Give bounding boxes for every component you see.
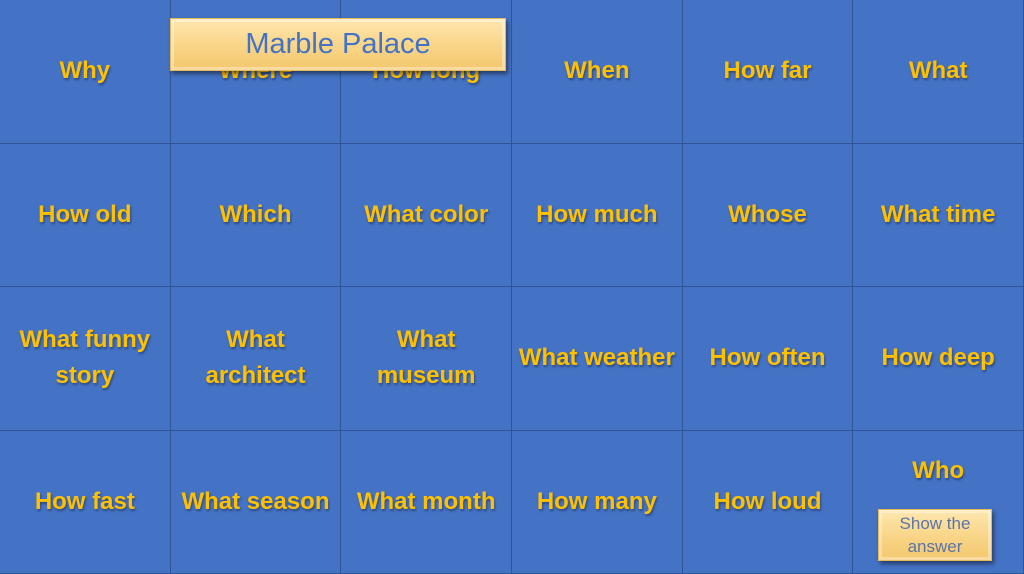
question-label: What architect (205, 326, 306, 390)
question-cell[interactable]: What architect (170, 287, 342, 431)
question-label: What (908, 57, 968, 85)
question-cell[interactable]: How much (512, 143, 683, 287)
question-label: How many (536, 487, 657, 515)
question-label: How far (723, 57, 812, 85)
question-label: Who (912, 456, 965, 484)
show-answer-button[interactable]: Show the answer (878, 509, 992, 561)
question-label: How old (38, 200, 132, 228)
question-label: What funny story (19, 326, 151, 390)
question-cell[interactable]: What season (170, 430, 342, 574)
question-cell[interactable]: How fast (0, 430, 171, 574)
question-cell[interactable]: How loud (682, 430, 854, 574)
question-cell[interactable]: What (853, 0, 1024, 144)
question-cell[interactable]: What funny story (0, 287, 171, 431)
title-banner: Marble Palace (170, 18, 506, 71)
question-cell[interactable]: How old (0, 143, 171, 287)
question-cell[interactable]: How often (682, 287, 854, 431)
question-label: Whose (728, 200, 807, 228)
question-label: How much (536, 200, 658, 228)
question-cell[interactable]: What color (341, 143, 512, 287)
question-cell[interactable]: When (512, 0, 683, 144)
question-cell[interactable]: Why (0, 0, 171, 144)
question-label: How often (709, 344, 826, 372)
question-label: How deep (881, 344, 995, 372)
question-label: When (564, 57, 630, 85)
question-label: How loud (713, 487, 822, 515)
question-cell[interactable]: Which (170, 143, 342, 287)
question-cell[interactable]: Whose (682, 143, 854, 287)
question-cell[interactable]: What time (853, 143, 1024, 287)
question-label: How fast (34, 487, 135, 515)
question-cell[interactable]: What museum (341, 287, 512, 431)
question-label: Why (59, 57, 111, 85)
question-label: What season (181, 487, 330, 515)
question-cell[interactable]: What weather (512, 287, 683, 431)
question-label: What color (364, 200, 489, 228)
question-label: What time (880, 200, 996, 228)
question-label: What month (356, 487, 496, 515)
question-label: What museum (376, 326, 476, 390)
question-cell[interactable]: What month (341, 430, 512, 574)
question-cell[interactable]: How far (682, 0, 854, 144)
question-cell[interactable]: How deep (853, 287, 1024, 431)
question-cell[interactable]: How many (512, 430, 683, 574)
question-label: Which (219, 200, 292, 228)
question-label: What weather (518, 344, 675, 372)
